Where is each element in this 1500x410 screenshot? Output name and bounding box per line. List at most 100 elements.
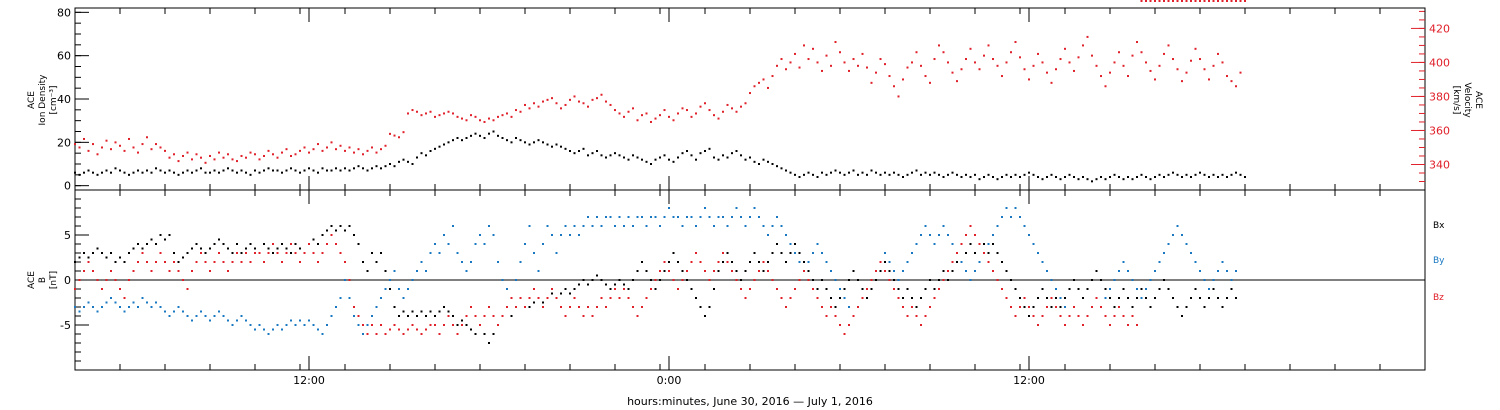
b-point-by — [308, 319, 310, 322]
b-point-bx — [947, 279, 949, 281]
b-point-bz — [605, 306, 607, 308]
b-point-bz — [848, 324, 850, 326]
b-point-bx — [591, 279, 594, 281]
b-point-bx — [780, 252, 783, 254]
density-point — [942, 176, 945, 178]
density-point — [731, 152, 733, 155]
b-point-bx — [398, 315, 400, 317]
b-point-bz — [1244, 0, 1246, 2]
velocity-point — [582, 102, 585, 105]
b-point-bz — [825, 315, 828, 317]
b-point-by — [258, 324, 261, 326]
velocity-point — [987, 44, 990, 47]
b-point-by — [1199, 270, 1201, 272]
density-point — [1077, 178, 1080, 181]
b-point-by — [969, 279, 972, 281]
b-point-by — [416, 270, 418, 272]
density-point — [1145, 176, 1147, 178]
b-point-bx — [969, 243, 972, 245]
b-point-bz — [785, 306, 787, 308]
b-point-bz — [150, 270, 153, 272]
b-point-bz — [893, 288, 895, 290]
velocity-point — [1163, 52, 1165, 55]
time-tick-label: 12:00 — [1013, 374, 1045, 387]
b-point-by — [321, 333, 324, 335]
velocity-point — [1122, 64, 1125, 67]
b-point-bz — [141, 252, 144, 254]
velocity-point — [375, 151, 378, 154]
b-point-bx — [605, 283, 607, 286]
b-point-bz — [87, 261, 90, 263]
b-point-bz — [204, 261, 207, 263]
b-point-bx — [1203, 306, 1206, 308]
b-point-by — [335, 306, 337, 308]
velocity-point — [632, 107, 634, 110]
b-point-by — [195, 315, 198, 317]
velocity-point — [1172, 58, 1174, 61]
b-point-bz — [614, 288, 616, 290]
b-point-bx — [1212, 288, 1215, 290]
b-point-by — [695, 225, 697, 227]
velocity-point — [1109, 71, 1111, 74]
velocity-point — [834, 41, 837, 44]
b-point-bx — [893, 279, 895, 281]
b-point-by — [816, 243, 819, 245]
velocity-point — [1100, 75, 1102, 78]
b-point-by — [618, 216, 621, 218]
b-point-bx — [888, 270, 891, 272]
density-point — [668, 158, 670, 161]
density-point — [1019, 176, 1021, 178]
density-point — [645, 160, 648, 163]
b-point-by — [744, 225, 747, 227]
b-point-bx — [353, 234, 355, 236]
b-point-bz — [1122, 315, 1125, 317]
b-point-bx — [906, 288, 909, 290]
b-point-bx — [240, 252, 243, 254]
b-point-bx — [740, 279, 742, 281]
b-point-bx — [321, 234, 324, 236]
b-point-by — [1104, 297, 1107, 299]
density-point — [888, 173, 891, 176]
b-point-bx — [1194, 288, 1197, 290]
density-point — [587, 154, 589, 157]
velocity-point — [893, 85, 895, 88]
b-point-bz — [407, 328, 409, 331]
density-point — [794, 173, 796, 176]
b-point-bz — [1041, 315, 1044, 317]
b-point-bz — [1104, 315, 1107, 317]
b-point-bx — [623, 283, 625, 286]
b-point-bz — [942, 279, 945, 281]
density-point — [78, 173, 81, 176]
velocity-point — [465, 119, 468, 122]
b-point-bx — [195, 243, 198, 245]
density-point — [924, 171, 927, 174]
b-point-bz — [465, 315, 468, 317]
density-point — [1176, 173, 1179, 176]
density-point — [357, 165, 360, 168]
velocity-point — [645, 112, 648, 115]
b-point-bz — [1158, 0, 1161, 2]
density-point — [848, 171, 850, 174]
b-point-bz — [209, 270, 211, 272]
b-point-by — [533, 252, 535, 254]
b-point-bx — [299, 247, 301, 250]
b-point-bx — [996, 252, 999, 254]
density-point — [317, 171, 319, 174]
density-point — [191, 171, 193, 174]
b-point-by — [713, 225, 715, 227]
b-point-bx — [438, 310, 441, 313]
velocity-point — [560, 107, 562, 110]
density-point — [776, 165, 778, 168]
density-point — [83, 171, 85, 174]
b-point-bz — [74, 288, 76, 290]
velocity-point — [1059, 58, 1062, 61]
b-point-bx — [1185, 306, 1188, 308]
legend-bz: Bz — [1433, 293, 1444, 303]
b-point-by — [1163, 252, 1165, 254]
b-point-by — [465, 270, 468, 272]
density-point — [74, 171, 76, 174]
density-point — [537, 139, 540, 142]
b-point-by — [263, 328, 265, 331]
b-point-bx — [578, 283, 580, 286]
density-point — [461, 139, 463, 142]
